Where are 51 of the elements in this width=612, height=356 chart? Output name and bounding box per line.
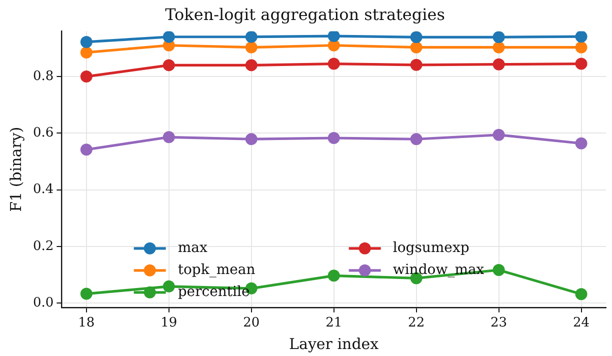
- point: [492, 58, 505, 70]
- point: [162, 280, 175, 292]
- point: [575, 137, 588, 150]
- x-tick-label: 20: [243, 316, 260, 331]
- point: [245, 133, 258, 146]
- point: [575, 41, 588, 54]
- point: [328, 31, 340, 42]
- point: [575, 288, 588, 300]
- y-tick-label: 0.4: [32, 182, 54, 198]
- y-tick-label: 0.8: [32, 68, 54, 84]
- legend-label: percentile: [178, 284, 250, 300]
- y-tick-label: 0.6: [32, 126, 54, 141]
- point: [492, 31, 505, 44]
- point: [575, 58, 588, 70]
- point: [410, 133, 422, 146]
- point: [162, 131, 175, 144]
- x-tick-label: 22: [408, 316, 425, 331]
- legend-label: max: [178, 240, 208, 256]
- point: [80, 144, 92, 156]
- point: [575, 31, 588, 43]
- x-tick-label: 21: [326, 316, 342, 331]
- point: [492, 128, 505, 141]
- y-axis-title: F1 (binary): [6, 126, 25, 212]
- point: [328, 270, 340, 282]
- point: [162, 31, 175, 43]
- point: [328, 132, 340, 144]
- point: [80, 46, 92, 58]
- legend-label: window_max: [392, 262, 484, 278]
- point: [80, 36, 92, 48]
- point: [245, 31, 258, 43]
- point: [80, 288, 92, 300]
- point: [410, 41, 422, 54]
- point: [328, 58, 340, 70]
- point: [492, 41, 505, 54]
- x-tick-label: 18: [78, 316, 95, 331]
- x-tick-label: 23: [490, 316, 508, 331]
- point: [492, 264, 505, 276]
- y-tick-label: 0.0: [32, 296, 54, 311]
- x-tick-label: 24: [572, 316, 590, 331]
- chart-title: Token-logit aggregation strategies: [165, 4, 445, 24]
- legend-label: logsumexp: [392, 240, 470, 256]
- point: [162, 59, 175, 72]
- point: [245, 41, 258, 54]
- point: [410, 31, 422, 44]
- x-axis-title: Layer index: [289, 334, 380, 353]
- legend-label: topk_mean: [178, 262, 256, 278]
- point: [245, 59, 258, 72]
- y-tick-label: 0.2: [32, 238, 54, 254]
- point: [410, 58, 422, 71]
- point: [80, 70, 92, 83]
- x-tick-label: 19: [160, 316, 178, 331]
